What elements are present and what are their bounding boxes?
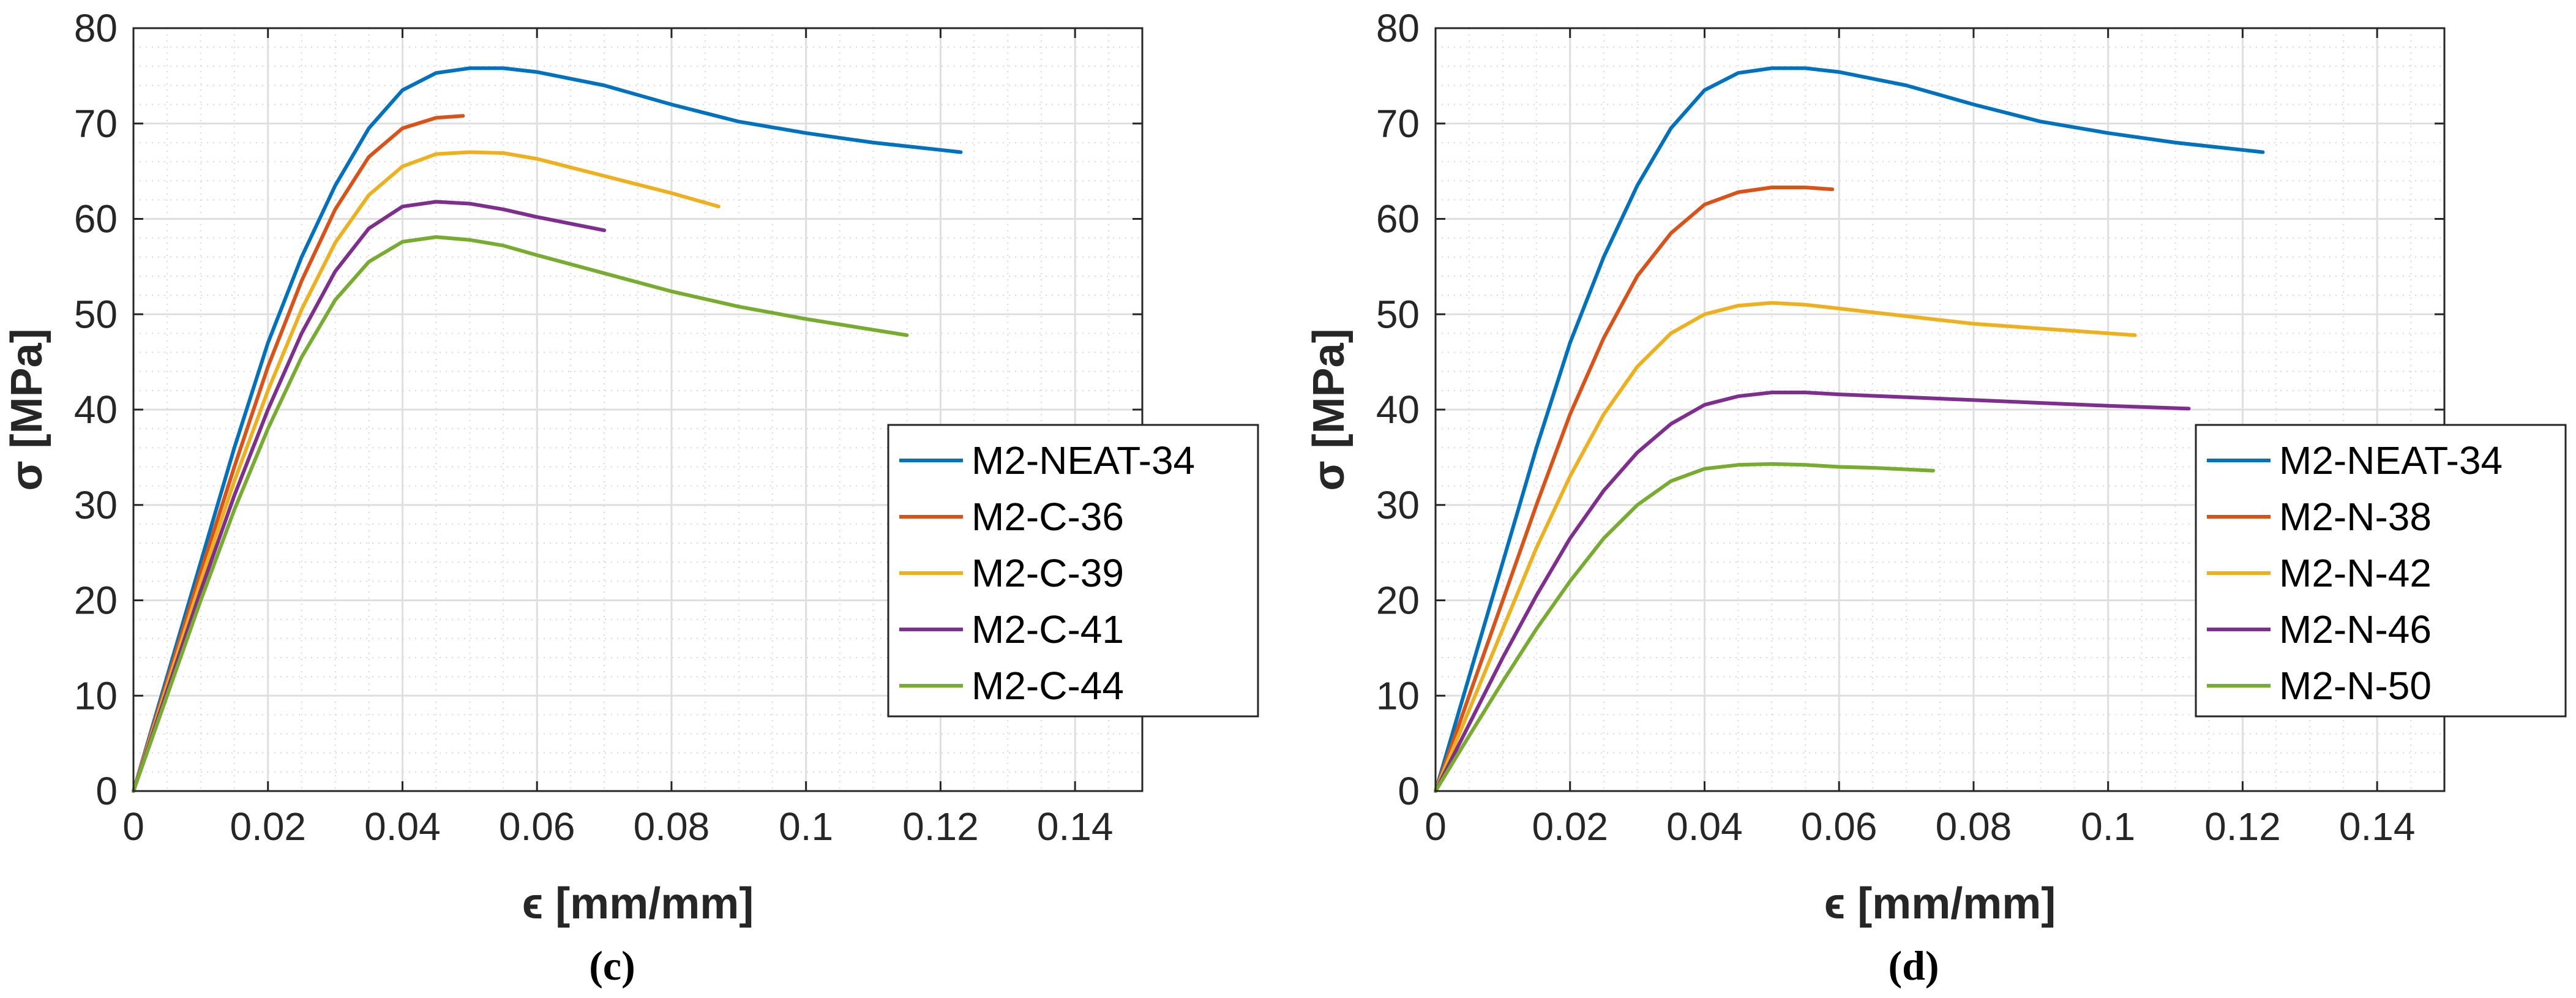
y-tick-label: 20: [1376, 579, 1420, 623]
y-tick-label: 50: [1376, 292, 1420, 336]
y-tick-label: 40: [1376, 388, 1420, 432]
chart-panel-c: 0 0.02 0.04 0.06 0.08 0.1 0.12 0.14 0 10 20 30 40 50 6…: [2, 6, 1259, 989]
x-tick-label: 0: [122, 805, 144, 849]
y-tick-label: 10: [1376, 673, 1420, 718]
legend-label: M2-N-46: [2279, 607, 2432, 651]
legend-label: M2-C-41: [972, 607, 1124, 651]
x-tick-label: 0.06: [1801, 805, 1878, 849]
x-axis-label: ϵ [mm/mm]: [1824, 879, 2056, 928]
legend-label: M2-N-50: [2279, 664, 2432, 708]
legend: M2-NEAT-34 M2-N-38 M2-N-42 M2-N-46 M2-N-50: [2195, 424, 2567, 718]
series-line-m2-n-38: [1434, 186, 1835, 793]
x-tick-label: 0.02: [1532, 805, 1608, 849]
y-tick-label: 80: [1376, 6, 1420, 50]
legend-label: M2-N-38: [2279, 495, 2432, 539]
legend-box: [2195, 424, 2567, 718]
y-tick-label: 60: [74, 197, 118, 241]
panel-caption: (d): [1888, 942, 1939, 989]
y-tick-label: 80: [74, 6, 118, 50]
y-tick-label: 0: [95, 769, 118, 813]
y-tick-label: 40: [74, 388, 118, 432]
x-tick-label: 0.04: [364, 805, 441, 849]
y-tick-label: 30: [74, 483, 118, 527]
legend: M2-NEAT-34 M2-C-36 M2-C-39 M2-C-41 M2-C-44: [887, 424, 1259, 718]
y-tick-label: 0: [1398, 769, 1420, 813]
y-tick-label: 30: [1376, 483, 1420, 527]
series-line-m2-n-42: [1434, 301, 2137, 793]
legend-label: M2-C-44: [972, 664, 1124, 708]
y-tick-label: 70: [74, 102, 118, 146]
x-tick-label: 0.12: [2204, 805, 2281, 849]
x-tick-label: 0.14: [1037, 805, 1114, 849]
y-tick-label: 10: [74, 673, 118, 718]
legend-box: [887, 424, 1259, 718]
series-line-m2-n-46: [1434, 391, 2191, 793]
x-tick-label: 0.14: [2339, 805, 2416, 849]
x-tick-label: 0.04: [1666, 805, 1743, 849]
chart-panel-d: 0 0.02 0.04 0.06 0.08 0.1 0.12 0.14 0 10 20 30 40 50 6…: [1305, 6, 2567, 989]
x-axis-label: ϵ [mm/mm]: [522, 879, 754, 928]
x-tick-label: 0.06: [499, 805, 575, 849]
x-tick-label: 0.02: [230, 805, 306, 849]
x-tick-label: 0.1: [779, 805, 833, 849]
x-tick-label: 0.1: [2081, 805, 2135, 849]
x-tick-label: 0.08: [634, 805, 710, 849]
series-line-m2-neat-34: [132, 66, 963, 793]
series-line-m2-c-41: [132, 200, 607, 793]
legend-label: M2-C-39: [972, 551, 1124, 595]
series-line-m2-c-44: [132, 235, 909, 793]
series-line-m2-n-50: [1434, 462, 1935, 793]
panel-caption: (c): [589, 942, 635, 989]
legend-label: M2-N-42: [2279, 551, 2432, 595]
series-line-m2-c-36: [132, 114, 465, 793]
series-line-m2-neat-34: [1434, 66, 2265, 793]
legend-label: M2-NEAT-34: [972, 438, 1195, 482]
series-line-m2-c-39: [132, 150, 721, 793]
y-axis-label: σ [MPa]: [2, 328, 51, 490]
x-tick-label: 0.08: [1936, 805, 2012, 849]
y-tick-label: 20: [74, 579, 118, 623]
legend-label: M2-C-36: [972, 495, 1124, 539]
legend-label: M2-NEAT-34: [2279, 438, 2503, 482]
y-tick-label: 60: [1376, 197, 1420, 241]
y-axis-label: σ [MPa]: [1305, 328, 1354, 490]
x-tick-label: 0: [1425, 805, 1447, 849]
y-tick-label: 50: [74, 292, 118, 336]
x-tick-label: 0.12: [902, 805, 979, 849]
y-tick-label: 70: [1376, 102, 1420, 146]
